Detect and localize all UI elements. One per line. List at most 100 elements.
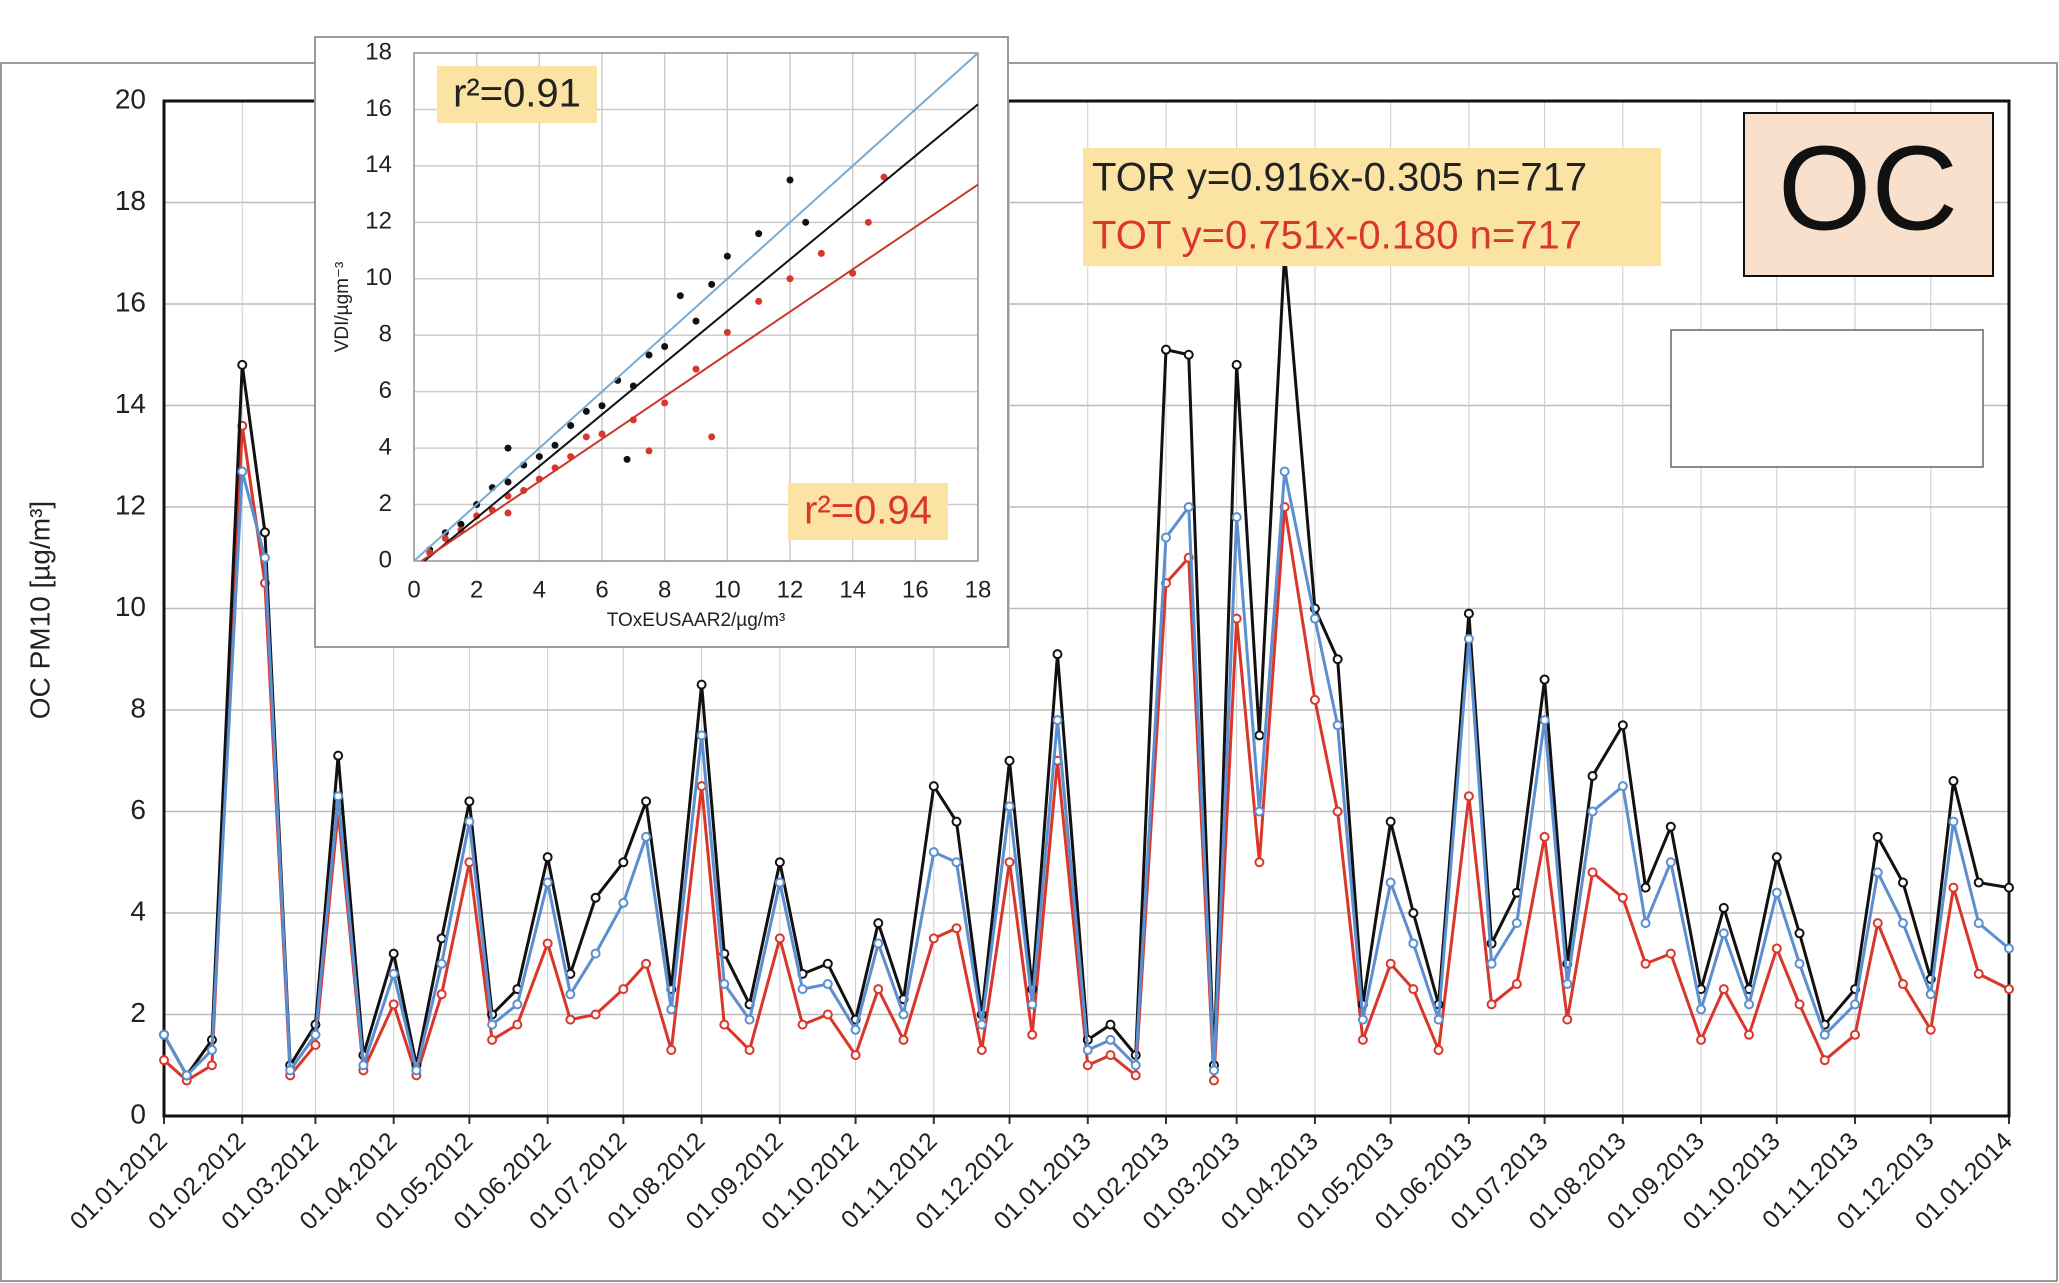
point: [1130, 1070, 1141, 1081]
scatter-point: [802, 218, 810, 226]
point: [590, 1009, 601, 1020]
point: [719, 1019, 730, 1030]
point: [1973, 877, 1984, 888]
point: [512, 999, 523, 1010]
point: [1082, 1060, 1093, 1071]
point: [388, 968, 399, 979]
point: [1562, 1014, 1573, 1025]
x-tick-label: 10: [714, 576, 741, 603]
point: [666, 1045, 677, 1056]
point: [1385, 958, 1396, 969]
point: [951, 816, 962, 827]
y-tick-label: 10: [115, 591, 146, 622]
point: [696, 730, 707, 741]
point: [1161, 532, 1172, 543]
point: [1004, 801, 1015, 812]
point: [487, 1034, 498, 1045]
point: [1052, 649, 1063, 660]
x-tick-label: 18: [965, 576, 992, 603]
point: [1231, 512, 1242, 523]
point: [951, 923, 962, 934]
point: [898, 1034, 909, 1045]
point: [1696, 1034, 1707, 1045]
point: [1357, 1034, 1368, 1045]
point: [464, 796, 475, 807]
annotation-box: [437, 66, 597, 123]
y-tick-label: 16: [115, 286, 146, 317]
scatter-point: [708, 433, 716, 441]
scatter-point: [535, 453, 543, 461]
point: [464, 816, 475, 827]
point: [2004, 882, 2014, 893]
point: [1718, 984, 1729, 995]
point: [1744, 999, 1755, 1010]
point: [1385, 877, 1396, 888]
point: [358, 1060, 369, 1071]
point: [976, 1019, 987, 1030]
y-axis-label: OC PM10 [µg/m³]: [24, 501, 55, 719]
y-tick-label: 0: [130, 1098, 146, 1129]
point: [1105, 1050, 1116, 1061]
plot-frame: [413, 52, 979, 562]
point: [1105, 1019, 1116, 1030]
fit-line: [423, 103, 979, 562]
point: [487, 1019, 498, 1030]
point: [1254, 857, 1265, 868]
annotation: r²=0.91: [453, 72, 581, 116]
chart-label: OC: [1778, 122, 1958, 256]
point: [1925, 989, 1936, 1000]
scatter-point: [786, 275, 794, 283]
point: [928, 781, 939, 792]
point: [696, 679, 707, 690]
point: [1433, 1014, 1444, 1025]
point: [1027, 999, 1038, 1010]
point: [1973, 918, 1984, 929]
point: [1183, 502, 1194, 512]
y-tick-label: 18: [365, 38, 392, 65]
point: [1309, 694, 1320, 705]
point: [181, 1070, 192, 1081]
point: [1665, 857, 1676, 868]
point: [512, 1019, 523, 1030]
scatter-point: [598, 402, 606, 410]
point: [1973, 968, 1984, 979]
point: [310, 1029, 321, 1040]
point: [873, 984, 884, 995]
point: [774, 877, 785, 888]
y-tick-label: 20: [115, 83, 146, 114]
point: [2004, 943, 2014, 954]
scatter-point: [676, 292, 684, 300]
point: [388, 948, 399, 959]
point: [618, 897, 629, 908]
inset-chart: 0 2 4 6 8 10 12 14 16 18 0 2 4 6 8 10 12 14 16 18 TOxEUSAAR2…: [314, 36, 1009, 648]
point: [542, 938, 553, 949]
point: [797, 1019, 808, 1030]
point: [666, 1004, 677, 1015]
point: [1850, 1029, 1861, 1040]
point: [1004, 755, 1015, 766]
scatter-point: [551, 441, 559, 449]
point: [1052, 715, 1063, 726]
point: [1718, 902, 1729, 913]
point: [1718, 928, 1729, 939]
point: [774, 933, 785, 944]
point: [1948, 816, 1959, 827]
scatter-point: [755, 230, 763, 238]
scatter-point: [645, 351, 653, 359]
y-tick-label: 16: [365, 95, 392, 122]
scatter-point: [623, 455, 631, 463]
point: [928, 847, 939, 858]
point: [1208, 1065, 1219, 1076]
point: [850, 1024, 861, 1035]
equation: TOR y=0.916x-0.305 n=717: [1092, 156, 1587, 200]
scatter-point: [755, 297, 763, 305]
point: [1463, 608, 1474, 619]
scatter-point: [645, 447, 653, 455]
point: [1897, 877, 1908, 888]
y-tick-label: 6: [379, 377, 392, 404]
point: [206, 1060, 217, 1071]
point: [1332, 654, 1343, 665]
point: [333, 750, 344, 761]
point: [1433, 1045, 1444, 1056]
point: [310, 1039, 321, 1050]
